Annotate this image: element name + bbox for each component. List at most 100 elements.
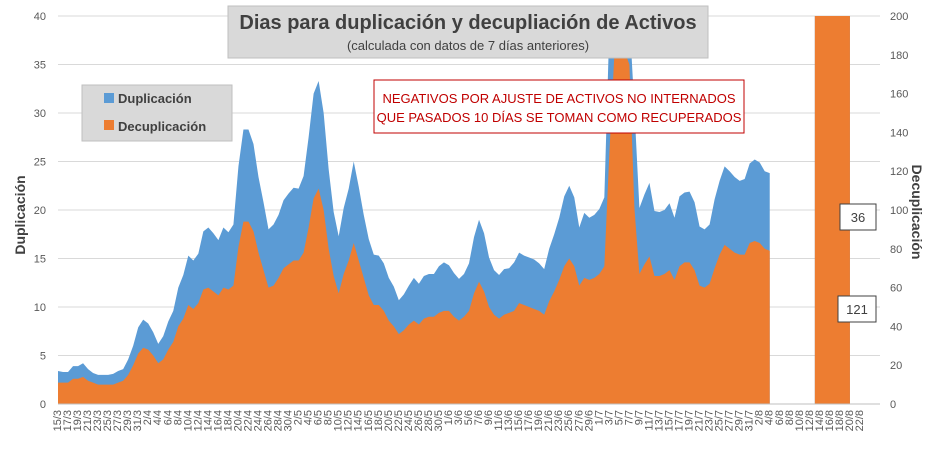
legend-label-duplicacion: Duplicación (118, 91, 192, 106)
y-right-tick-label: 80 (890, 244, 902, 256)
value-box-duplicacion: 36 (839, 203, 877, 231)
x-tick-label: 1/7 (593, 410, 605, 425)
x-tick-label: 25/7 (714, 410, 726, 431)
y-axis-left-title: Duplicación (12, 175, 28, 254)
x-tick-label: 14/8 (814, 410, 826, 431)
x-tick-label: 7/6 (473, 410, 485, 425)
x-tick-label: 4/5 (303, 410, 315, 425)
y-right-tick-label: 0 (890, 399, 896, 411)
x-tick-label: 9/6 (483, 410, 495, 425)
y-right-tick-label: 140 (890, 127, 908, 139)
x-tick-label: 12/4 (192, 410, 204, 431)
x-tick-label: 6/5 (313, 410, 325, 425)
y-right-tick-label: 120 (890, 166, 908, 178)
x-tick-label: 23/6 (553, 410, 565, 431)
x-tick-label: 26/5 (413, 410, 425, 431)
x-tick-label: 16/4 (212, 410, 224, 431)
x-tick-label: 2/4 (142, 410, 154, 425)
x-tick-label: 4/8 (764, 410, 776, 425)
value-box-decuplicacion: 121 (837, 295, 877, 323)
x-tick-label: 26/4 (263, 410, 275, 431)
x-tick-label: 19/3 (72, 410, 84, 431)
x-tick-label: 13/7 (653, 410, 665, 431)
x-tick-label: 28/4 (273, 410, 285, 431)
x-tick-label: 12/8 (804, 410, 816, 431)
legend-swatch-decuplicacion (104, 120, 114, 130)
annotation-note: NEGATIVOS POR AJUSTE DE ACTIVOS NO INTER… (373, 79, 745, 134)
value-box-decuplicacion-label: 121 (846, 302, 868, 317)
x-tick-label: 29/3 (122, 410, 134, 431)
x-tick-label: 31/7 (744, 410, 756, 431)
x-tick-label: 18/4 (222, 410, 234, 431)
x-tick-label: 17/7 (674, 410, 686, 431)
x-tick-label: 22/4 (242, 410, 254, 431)
x-tick-label: 23/7 (704, 410, 716, 431)
x-tick-label: 1/6 (443, 410, 455, 425)
x-tick-label: 27/6 (573, 410, 585, 431)
x-tick-label: 7/7 (623, 410, 635, 425)
x-tick-label: 9/7 (633, 410, 645, 425)
x-tick-label: 24/5 (403, 410, 415, 431)
y-right-tick-label: 180 (890, 50, 908, 62)
x-tick-label: 18/8 (834, 410, 846, 431)
x-tick-label: 6/8 (774, 410, 786, 425)
x-tick-label: 15/3 (52, 410, 64, 431)
x-tick-label: 30/5 (433, 410, 445, 431)
y-right-tick-label: 200 (890, 11, 908, 23)
x-tick-label: 5/7 (613, 410, 625, 425)
y-right-tick-label: 20 (890, 360, 902, 372)
x-tick-label: 29/7 (734, 410, 746, 431)
y-right-tick-label: 60 (890, 283, 902, 295)
x-tick-label: 16/8 (824, 410, 836, 431)
x-tick-label: 21/7 (694, 410, 706, 431)
x-tick-label: 24/4 (252, 410, 264, 431)
x-tick-label: 10/4 (182, 410, 194, 431)
legend: Duplicación Decuplicación (81, 84, 233, 142)
y-left-tick-label: 5 (40, 351, 46, 363)
y-left-tick-label: 35 (34, 60, 46, 72)
x-tick-label: 29/6 (583, 410, 595, 431)
y-left-tick-label: 15 (34, 254, 46, 266)
chart-subtitle: (calculada con datos de 7 días anteriore… (347, 38, 589, 53)
note-line-2: QUE PASADOS 10 DÍAS SE TOMAN COMO RECUPE… (377, 110, 742, 125)
legend-swatch-duplicacion (104, 93, 114, 103)
y-right-tick-label: 100 (890, 205, 908, 217)
x-tick-label: 2/8 (754, 410, 766, 425)
x-tick-label: 8/5 (323, 410, 335, 425)
x-tick-label: 14/5 (353, 410, 365, 431)
x-tick-label: 23/3 (92, 410, 104, 431)
y-axis-left-ticks: 0 5 10 15 20 25 30 35 40 (34, 11, 46, 411)
x-tick-label: 20/4 (232, 410, 244, 431)
x-tick-label: 3/7 (603, 410, 615, 425)
x-tick-label: 22/8 (854, 410, 866, 431)
x-tick-label: 13/6 (503, 410, 515, 431)
x-tick-label: 28/5 (423, 410, 435, 431)
x-tick-label: 20/5 (383, 410, 395, 431)
x-tick-label: 4/4 (152, 410, 164, 425)
legend-label-decuplicacion: Decuplicación (118, 119, 206, 134)
y-left-tick-label: 0 (40, 399, 46, 411)
x-tick-label: 2/5 (293, 410, 305, 425)
x-axis-ticks: 15/317/319/321/323/325/327/329/331/32/44… (52, 410, 866, 431)
x-tick-label: 31/3 (132, 410, 144, 431)
chart-title: Dias para duplicación y decupliación de … (239, 12, 696, 34)
area-decuplicacion (58, 45, 770, 404)
x-tick-label: 27/3 (112, 410, 124, 431)
x-tick-label: 8/8 (784, 410, 796, 425)
x-tick-label: 10/5 (333, 410, 345, 431)
note-line-1: NEGATIVOS POR AJUSTE DE ACTIVOS NO INTER… (383, 91, 736, 106)
value-box-duplicacion-label: 36 (851, 210, 865, 225)
x-tick-label: 6/4 (162, 410, 174, 425)
x-tick-label: 5/6 (463, 410, 475, 425)
y-left-tick-label: 40 (34, 11, 46, 23)
x-tick-label: 17/6 (523, 410, 535, 431)
x-tick-label: 22/5 (393, 410, 405, 431)
x-tick-label: 12/5 (343, 410, 355, 431)
x-tick-label: 19/7 (684, 410, 696, 431)
x-tick-label: 21/3 (82, 410, 94, 431)
x-tick-label: 19/6 (533, 410, 545, 431)
y-axis-right-ticks: 0 20 40 60 80 100 120 140 160 180 200 (890, 11, 908, 411)
y-left-tick-label: 10 (34, 302, 46, 314)
x-tick-label: 18/5 (373, 410, 385, 431)
